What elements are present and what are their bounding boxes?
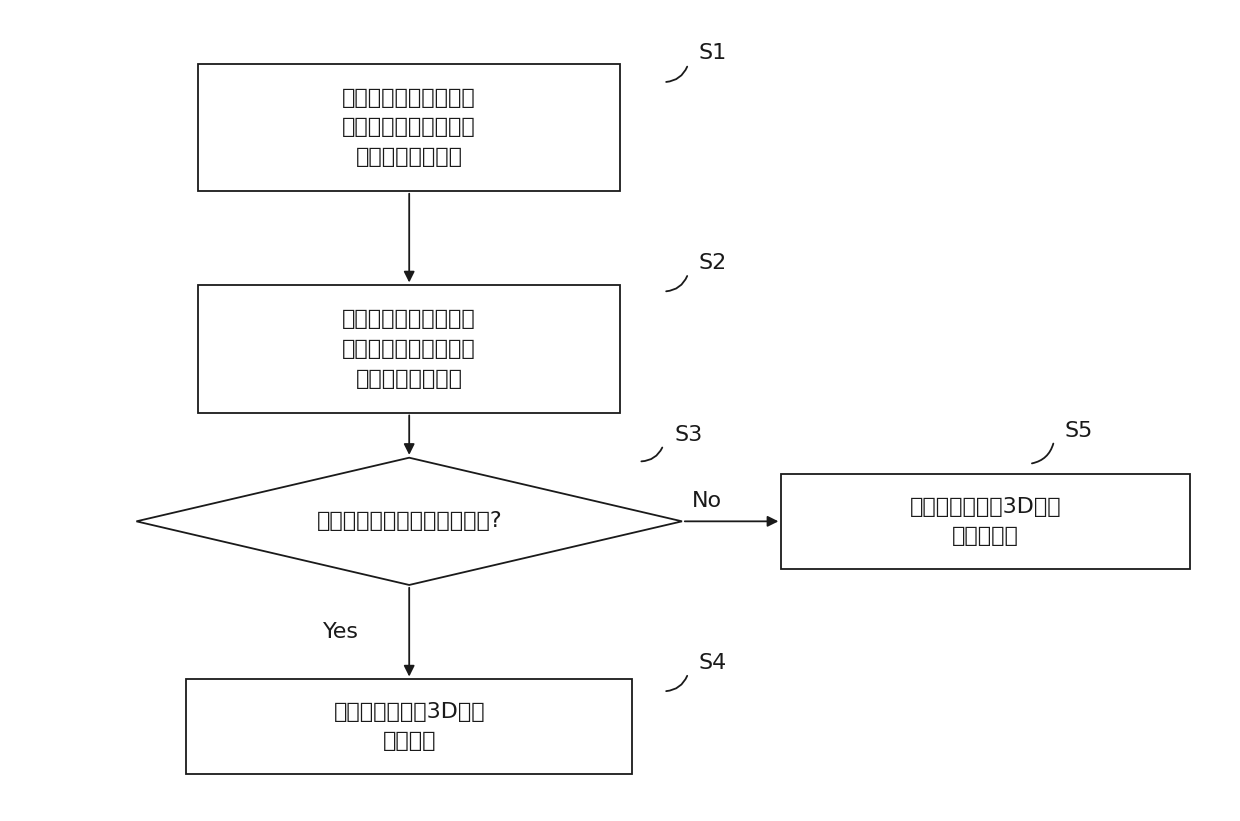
Bar [198,64,620,190]
Text: S1: S1 [699,44,727,63]
Bar [186,679,632,773]
Text: 在显示面板的左眼图像
及右眼图像排图中，分
别预设相异的图像: 在显示面板的左眼图像 及右眼图像排图中，分 别预设相异的图像 [342,88,476,167]
Text: S2: S2 [699,253,727,273]
Bar [198,286,620,413]
Text: 反馈检测的裸眼3D显示
模组不合格: 反馈检测的裸眼3D显示 模组不合格 [910,497,1061,546]
Text: 与所述的预设相异的图像相符?: 与所述的预设相异的图像相符? [316,511,502,531]
Text: S4: S4 [699,654,727,673]
Text: Yes: Yes [322,622,360,642]
Bar [781,474,1190,568]
Text: No: No [692,491,722,511]
Text: S5: S5 [1065,421,1092,441]
Text: S3: S3 [675,425,702,445]
Text: 反馈检测的裸眼3D显示
模组合格: 反馈检测的裸眼3D显示 模组合格 [334,702,485,751]
Text: 解析检测镜头通过光栅
膜采集到的左眼检测图
像或右眼检测图像: 解析检测镜头通过光栅 膜采集到的左眼检测图 像或右眼检测图像 [342,310,476,388]
Polygon shape [136,457,682,585]
